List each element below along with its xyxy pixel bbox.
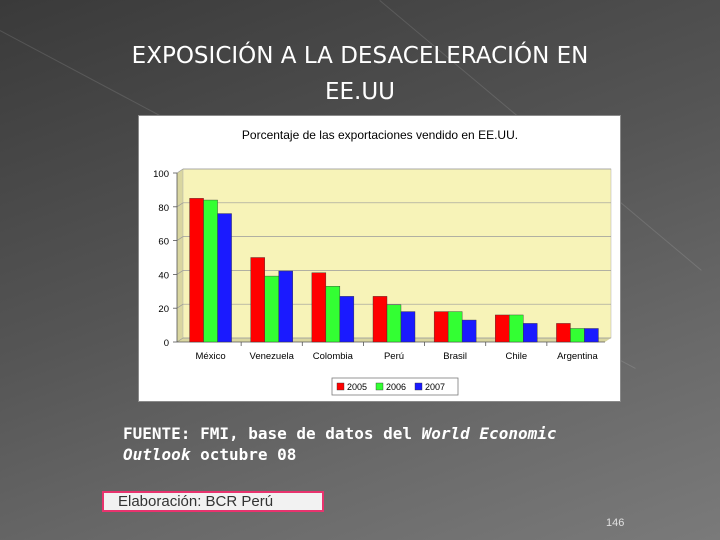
legend-box [331, 377, 459, 396]
x-tick-label: Brasil [443, 351, 467, 362]
gridline-depth [176, 303, 184, 309]
bar [311, 272, 327, 343]
x-tick-label: Chile [505, 351, 527, 362]
legend-swatch [336, 382, 345, 391]
gridline-depth [176, 202, 184, 208]
y-tick-label: 60 [158, 237, 169, 248]
source-note: FUENTE: FMI, base de datos del World Eco… [123, 423, 663, 465]
gridline-depth [176, 337, 184, 343]
bar [264, 275, 279, 343]
bar [556, 323, 571, 343]
x-tick-label: Perú [384, 351, 404, 362]
bar [461, 319, 477, 343]
y-tick-label: 20 [158, 304, 169, 315]
slide-title: EXPOSICIÓN A LA DESACELERACIÓN EN EE.UU [60, 38, 660, 110]
source-prefix: FUENTE: FMI, base de datos del [123, 424, 422, 443]
legend-label: 2007 [425, 382, 445, 392]
x-tick-label: Venezuela [250, 351, 295, 362]
bar [278, 270, 293, 343]
gridline-depth [176, 270, 184, 275]
y-tick-label: 40 [158, 270, 169, 281]
x-tick-label: México [196, 351, 226, 362]
y-tick-label: 80 [158, 203, 169, 214]
x-tick-label: Argentina [557, 351, 598, 362]
legend-swatch [375, 382, 384, 391]
bar [570, 328, 585, 343]
source-italic-1: World Economic [421, 424, 557, 443]
gridline-depth [176, 168, 184, 174]
bar [584, 328, 599, 343]
bar [250, 257, 265, 343]
bar-chart: Porcentaje de las exportaciones vendido … [153, 128, 612, 396]
bar [523, 323, 538, 343]
bar [325, 286, 341, 343]
slide-title-line2: EE.UU [324, 79, 396, 105]
credit-box: Elaboración: BCR Perú [102, 491, 324, 512]
bar [447, 311, 463, 343]
legend-swatch [414, 382, 423, 391]
legend-label: 2006 [386, 382, 406, 392]
x-tick-label: Colombia [313, 351, 354, 362]
bar [400, 311, 416, 343]
page-number: 146 [606, 517, 625, 529]
source-suffix: octubre 08 [190, 445, 297, 464]
source-italic-2: Outlook [123, 445, 191, 464]
bar [339, 296, 355, 343]
slide-title-line1: EXPOSICIÓN A LA DESACELERACIÓN EN [131, 43, 589, 69]
legend-label: 2005 [347, 382, 367, 392]
bar [433, 311, 449, 343]
gridline-depth [176, 236, 184, 241]
bar [386, 304, 402, 343]
y-tick-label: 0 [164, 338, 169, 349]
chart-title: Porcentaje de las exportaciones vendido … [242, 128, 518, 142]
chart-container: Porcentaje de las exportaciones vendido … [138, 115, 621, 402]
bar [189, 198, 204, 343]
bar [372, 296, 388, 343]
bar [495, 314, 510, 343]
bar [203, 199, 218, 343]
y-tick-label: 100 [153, 169, 169, 180]
bar [509, 314, 524, 343]
bar [217, 213, 232, 343]
